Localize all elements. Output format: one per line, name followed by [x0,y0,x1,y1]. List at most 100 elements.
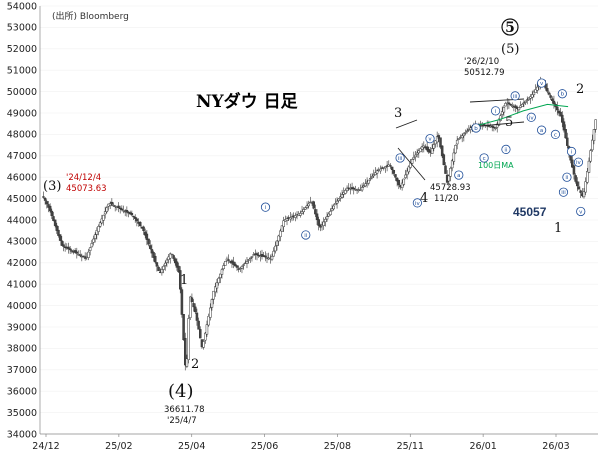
candle-body [352,187,355,190]
candle-body [214,286,217,293]
candle-body [252,254,255,256]
candle-body [227,259,230,261]
candle-body [374,172,377,175]
candle-body [97,226,100,232]
candle-body [67,246,70,250]
candle-body [90,243,94,248]
candle-body [240,266,244,269]
candle-body [100,218,104,224]
wave-5-circle-number: 5 [505,20,515,36]
y-tick-label: 51000 [7,66,37,77]
minor-wave-label: c [479,153,489,163]
minor-wave-ring [479,153,489,163]
candle-body [324,219,327,223]
candle-body [212,290,215,300]
candle-body [234,263,237,267]
candle-body [145,233,149,240]
candle-body [332,205,335,210]
candle-body [217,277,220,284]
candle-body [75,251,79,254]
candle-body [150,249,154,254]
y-tick-label: 39000 [7,322,37,333]
candle-body [312,201,315,209]
minor-wave-ring [501,144,511,154]
candle-body [264,255,267,258]
candle-body [564,129,567,139]
y-tick-label: 40000 [7,301,37,312]
minor-wave-ring [537,125,547,135]
candle-body [184,338,187,366]
candle-body [209,307,212,318]
candle-body [172,255,175,259]
minor-wave-text: v [579,209,583,215]
candle-body [414,154,417,158]
candle-body [78,254,82,256]
candle-body [294,215,297,218]
candle-body [142,226,145,231]
minor-wave-label: ii [562,172,572,182]
y-tick-label: 50000 [7,87,37,98]
candle-body [202,341,205,348]
candle-body [360,187,364,191]
wave-label-4-nov: 4 [420,191,428,206]
candle-body [556,106,559,111]
candle-body [439,137,442,148]
candle-body [517,107,521,111]
candle-body [279,230,282,238]
annotation-feb-high-date: '26/2/10 [464,57,499,67]
candle-body [113,205,117,208]
candle-body [103,211,107,215]
candle-body [442,154,446,166]
candle-body [182,314,185,340]
candle-body [579,190,582,193]
source-note: (出所) Bloomberg [52,10,129,22]
candle-body [460,135,464,139]
candle-body [499,115,502,121]
candle-body [415,152,419,155]
candle-body [425,146,429,151]
candle-body [98,222,102,227]
candle-body [566,137,569,146]
candle-body [410,159,414,164]
candle-body [247,259,250,261]
candle-body [299,212,302,216]
candle-body [132,215,135,218]
x-tick-labels: 24/12 25/02 25/04 25/06 25/08 25/11 26/01 26/03 [32,434,570,452]
minor-wave-label: iv [573,157,584,167]
candle-body [444,165,447,174]
candle-body [587,160,591,173]
minor-wave-label: i [260,202,271,212]
x-tick-label: 26/01 [469,441,496,452]
minor-wave-ring [557,89,567,99]
wave-label-3-paren: (3) [43,179,61,194]
candle-body [525,99,529,101]
chart-grid [40,5,598,435]
candle-body [62,244,65,247]
candle-body [110,201,114,205]
candle-body [592,129,596,141]
minor-wave-text: iv [576,160,582,166]
x-tick-label: 24/12 [32,441,59,452]
minor-wave-label: iii [395,153,405,163]
candle-body [574,175,577,182]
candle-body [270,255,274,260]
x-tick-label: 25/02 [105,441,132,452]
candle-body [334,203,337,206]
minor-wave-text: iv [529,115,535,121]
candle-body [464,132,467,134]
candle-body [205,324,209,335]
candle-body [344,189,347,194]
candle-body [152,252,155,258]
candle-body [112,204,115,207]
candle-body [487,125,491,127]
candle-body [157,266,160,271]
candle-body [571,159,574,168]
wave-label-3-nov: 3 [394,106,402,121]
candle-body [586,171,589,183]
candle-body [430,148,434,154]
minor-wave-text: iii [561,190,566,196]
candle-body [509,103,512,106]
minor-wave-text: v [428,137,432,143]
minor-wave-ring [510,91,520,101]
candle-body [257,254,260,257]
